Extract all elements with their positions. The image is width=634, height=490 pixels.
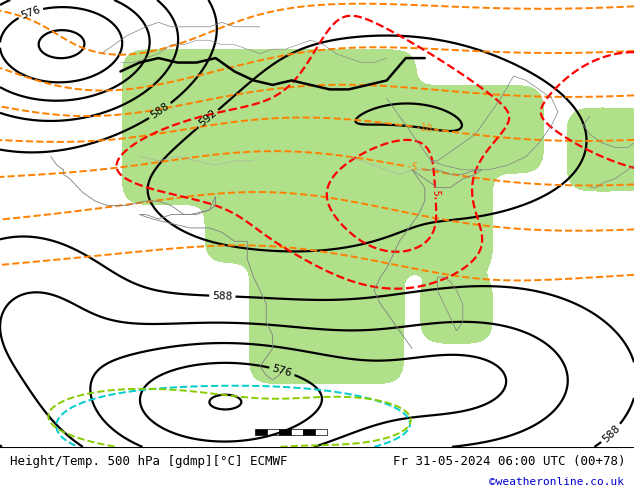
Bar — [279, 429, 291, 435]
Bar — [255, 429, 267, 435]
Text: Fr 31-05-2024 06:00 UTC (00+78): Fr 31-05-2024 06:00 UTC (00+78) — [393, 456, 626, 468]
Text: ©weatheronline.co.uk: ©weatheronline.co.uk — [489, 477, 624, 487]
Text: -5: -5 — [405, 161, 418, 173]
Bar — [291, 429, 303, 435]
Text: Height/Temp. 500 hPa [gdmp][°C] ECMWF: Height/Temp. 500 hPa [gdmp][°C] ECMWF — [10, 456, 287, 468]
Text: 5: 5 — [430, 190, 441, 196]
Text: 592: 592 — [197, 108, 219, 129]
Bar — [267, 429, 279, 435]
Text: 576: 576 — [19, 4, 42, 21]
Bar — [303, 429, 315, 435]
Text: 588: 588 — [212, 291, 233, 301]
Text: -10: -10 — [414, 122, 432, 134]
Text: 588: 588 — [149, 101, 171, 121]
Text: 588: 588 — [600, 423, 622, 444]
Text: 576: 576 — [271, 363, 293, 378]
Bar — [315, 429, 327, 435]
